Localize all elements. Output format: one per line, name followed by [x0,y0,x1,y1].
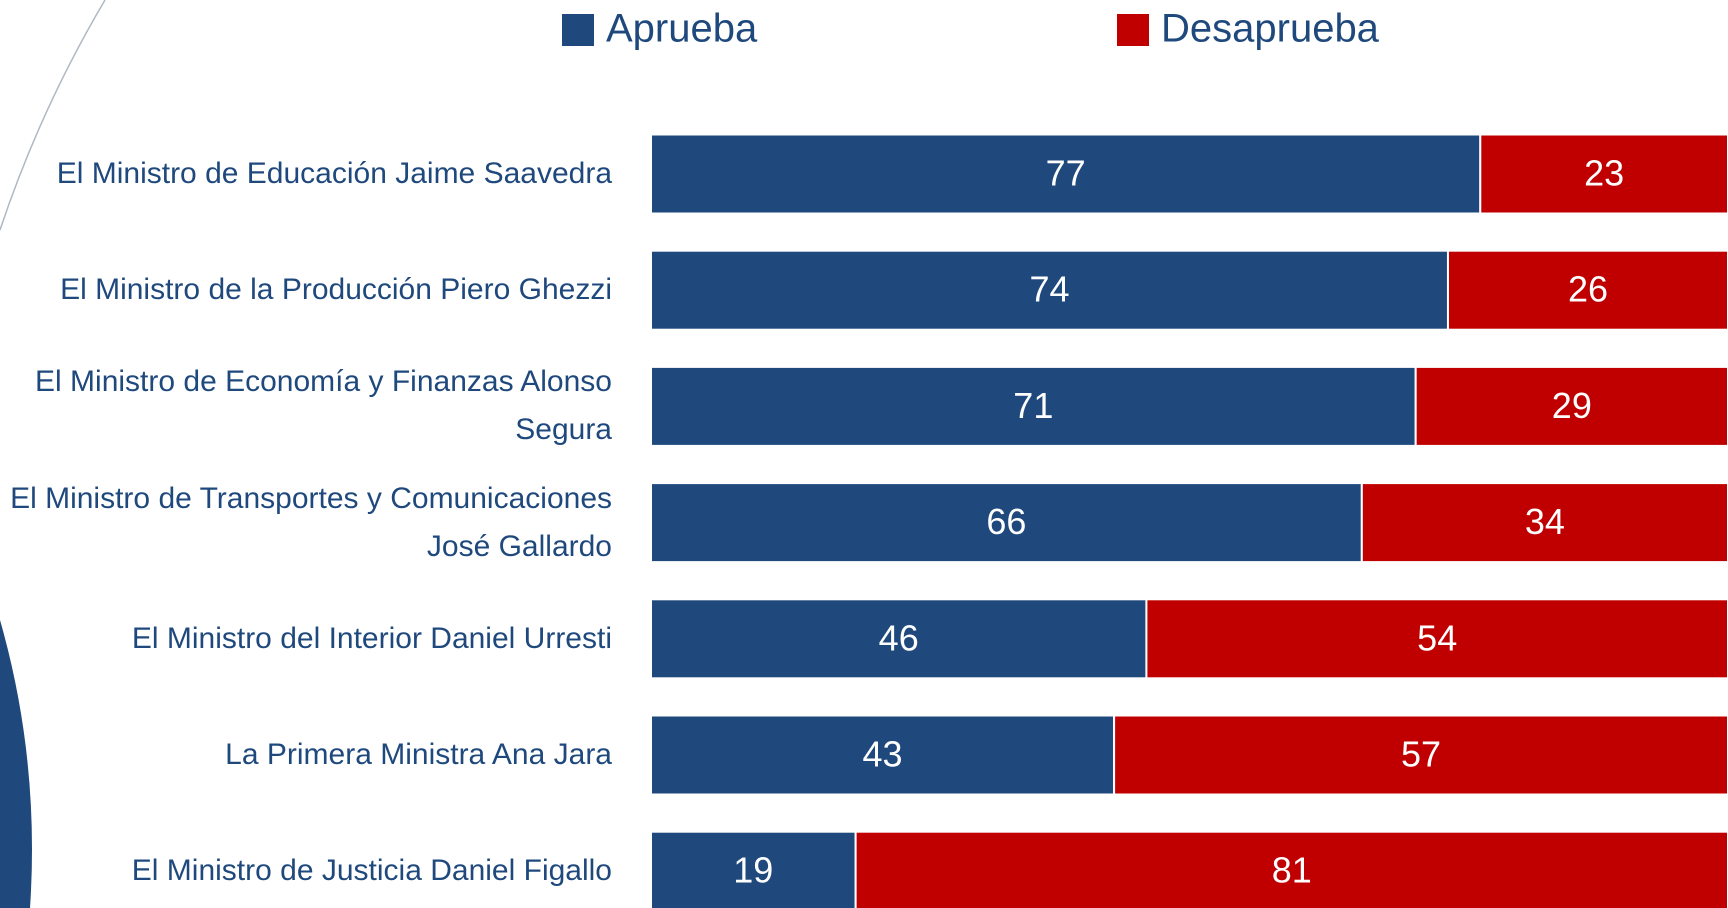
category-label: El Ministro de la Producción Piero Ghezz… [60,273,612,307]
value-label: 66 [986,501,1026,542]
bar-segment [650,714,1116,796]
legend-label: Aprueba [606,7,758,51]
decor-shape [0,620,32,908]
bar-segment [1446,249,1728,331]
legend-label: Desaprueba [1161,7,1380,51]
bar-segment [1414,365,1728,447]
category-label: El Ministro de Economía y Finanzas Alons… [35,365,612,447]
category-label: El Ministro de Educación Jaime Saavedra [56,157,612,190]
value-label: 71 [1013,385,1053,426]
value-label: 23 [1584,153,1624,194]
bar-segment [854,830,1728,908]
value-label: 74 [1029,269,1069,310]
value-label: 34 [1525,501,1565,542]
bar-segment [1145,598,1728,680]
category-label: El Ministro de Justicia Daniel Figallo [131,854,612,888]
value-label: 26 [1568,269,1608,310]
legend-swatch [1117,14,1149,46]
value-label: 29 [1552,385,1592,426]
category-label: La Primera Ministra Ana Jara [225,738,612,771]
bar-segment [650,249,1449,331]
bar-segment [650,598,1148,680]
bar-segment [1113,714,1728,796]
bar-segment [650,133,1482,215]
bar-segment [1479,133,1728,215]
legend-swatch [562,14,594,46]
value-label: 57 [1401,734,1441,775]
value-label: 77 [1046,153,1086,194]
value-label: 54 [1417,617,1457,658]
decor-line [0,0,106,231]
value-label: 81 [1272,850,1312,891]
bar-segment [1360,482,1728,564]
value-label: 19 [733,850,773,891]
category-label: El Ministro del Interior Daniel Urresti [131,621,612,655]
bar-segment [650,482,1363,564]
value-label: 46 [879,617,919,658]
category-label: El Ministro de Transportes y Comunicacio… [10,481,612,563]
value-label: 43 [863,734,903,775]
